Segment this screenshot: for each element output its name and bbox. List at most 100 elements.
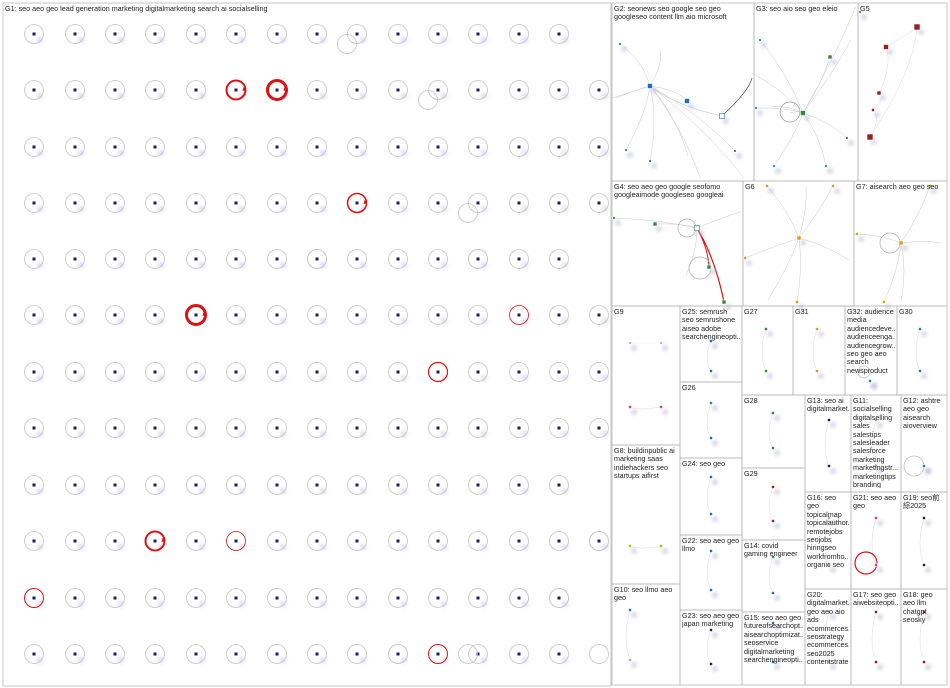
vertex-node [476, 32, 480, 36]
vertex-node [194, 426, 198, 430]
node-shadow [117, 656, 125, 664]
vertex-node [355, 539, 359, 543]
group-panel-g1 [2, 2, 612, 687]
group-panel-g26 [679, 381, 743, 459]
self-loop [388, 644, 408, 664]
vertex-node [436, 88, 440, 92]
self-loop [186, 475, 206, 495]
node-shadow [773, 488, 781, 496]
self-loop [589, 305, 609, 325]
vertex-node [153, 596, 157, 600]
node-shadow [359, 487, 367, 495]
node-shadow [709, 268, 717, 276]
node-shadow [920, 372, 928, 380]
vertex-node [32, 145, 36, 149]
node-shadow [440, 261, 448, 269]
node-shadow [400, 205, 408, 213]
group-panel-g29 [741, 467, 806, 541]
node-shadow [480, 36, 488, 44]
vertex-node [597, 145, 601, 149]
edge [919, 517, 925, 566]
node-shadow [521, 205, 529, 213]
self-loop [347, 24, 367, 44]
vertex-node [194, 201, 198, 205]
edge [798, 237, 850, 261]
self-loop [388, 24, 408, 44]
node-shadow [774, 167, 782, 175]
node-shadow [711, 342, 719, 350]
edge [625, 609, 631, 661]
node-shadow [876, 519, 884, 527]
g3-cluster [751, 5, 857, 175]
self-loop [24, 418, 44, 438]
node-shadow [198, 543, 206, 551]
vertex-node [355, 257, 359, 261]
node-shadow [36, 92, 44, 100]
vertex-node [476, 145, 480, 149]
self-loop [307, 24, 327, 44]
vertex-node [234, 201, 238, 205]
node-shadow [440, 600, 448, 608]
group-label-g19: G19: seo前 綜2025 [903, 494, 940, 511]
vertex-node [315, 88, 319, 92]
self-loop [388, 80, 408, 100]
vertex-node [73, 652, 77, 656]
node-shadow [400, 543, 408, 551]
node-shadow [400, 317, 408, 325]
self-loop [105, 475, 125, 495]
self-loop [468, 249, 488, 269]
group-label-g14: G14: covid gaming engineer [744, 542, 798, 559]
vertex-node [396, 539, 400, 543]
group-label-g2: G2: seonews seo google seo geo googleseo… [614, 5, 727, 22]
self-loop [509, 193, 529, 213]
node-shadow [440, 317, 448, 325]
vertex-node [315, 652, 319, 656]
vertex-node [709, 436, 713, 440]
self-loop [307, 475, 327, 495]
self-loop [509, 362, 529, 382]
self-loop [307, 644, 327, 664]
node-shadow [650, 162, 658, 170]
group-label-g9: G9 [614, 308, 624, 316]
node-shadow [319, 317, 327, 325]
node-shadow [198, 430, 206, 438]
node-shadow [400, 656, 408, 664]
vertex-node [234, 483, 238, 487]
vertex-node [517, 652, 521, 656]
vertex-node [113, 426, 117, 430]
vertex-node [275, 88, 279, 92]
self-loop [226, 362, 246, 382]
vertex-node [355, 32, 359, 36]
self-loop [226, 249, 246, 269]
node-shadow [36, 543, 44, 551]
self-loop [105, 305, 125, 325]
node-shadow [77, 261, 85, 269]
node-shadow [766, 330, 774, 338]
node-shadow [198, 205, 206, 213]
vertex-node [113, 370, 117, 374]
node-shadow [773, 414, 781, 422]
node-shadow [440, 149, 448, 157]
node-shadow [561, 92, 569, 100]
edge [768, 412, 774, 449]
node-shadow [661, 344, 669, 352]
self-loop [65, 531, 85, 551]
node-shadow [36, 487, 44, 495]
node-shadow [521, 92, 529, 100]
node-shadow [521, 36, 529, 44]
node-shadow [440, 487, 448, 495]
vertex-node [922, 464, 926, 468]
vertex-node [275, 426, 279, 430]
self-loop [226, 644, 246, 664]
g28-cluster [768, 411, 781, 457]
group-label-g21: G21: seo aeo geo [853, 494, 897, 511]
vertex-node [771, 591, 775, 595]
node-shadow [661, 547, 669, 555]
node-shadow [77, 317, 85, 325]
self-loop [388, 137, 408, 157]
node-shadow [724, 303, 732, 311]
vertex-node [32, 32, 36, 36]
vertex-node [652, 221, 658, 227]
node-shadow [279, 656, 287, 664]
g32-cluster [857, 365, 878, 390]
